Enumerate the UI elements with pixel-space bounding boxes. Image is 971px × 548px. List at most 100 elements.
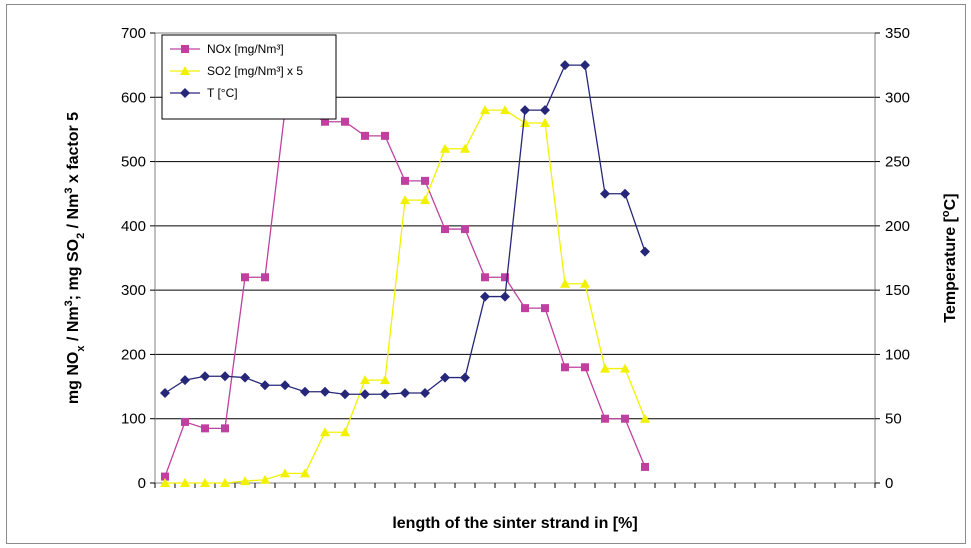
data-point — [460, 372, 470, 383]
data-point — [241, 273, 249, 282]
y-tick-label: 0 — [138, 475, 146, 492]
left-axis-ticks: 0 100 200 300 400 500 600 700 — [121, 25, 155, 492]
data-point — [621, 414, 629, 423]
series-triangle — [160, 105, 650, 487]
series-line — [164, 109, 646, 477]
data-point — [441, 225, 449, 234]
legend-label: NOx [mg/Nm³] — [207, 42, 284, 56]
data-point — [160, 478, 170, 487]
data-point — [620, 363, 630, 373]
data-point — [240, 476, 250, 486]
y2-tick-label: 200 — [885, 218, 910, 235]
legend-label: SO2 [mg/Nm³] x 5 — [207, 64, 303, 78]
data-point — [480, 291, 490, 302]
data-point — [340, 389, 350, 400]
data-point — [300, 468, 310, 478]
grid — [155, 96, 875, 420]
data-point — [180, 478, 190, 487]
data-point — [340, 427, 350, 437]
legend: NOx [mg/Nm³] SO2 [mg/Nm³] x 5 T [°C] — [161, 34, 337, 120]
y-tick-label: 600 — [121, 89, 146, 106]
data-point — [420, 388, 430, 398]
data-point — [400, 388, 410, 398]
data-point — [200, 371, 210, 382]
data-point — [200, 478, 210, 487]
data-point — [401, 176, 409, 185]
data-point — [280, 380, 290, 391]
data-point — [420, 195, 430, 205]
data-point — [641, 462, 649, 471]
series-line — [165, 109, 646, 484]
data-point — [201, 424, 209, 433]
y-tick-label: 700 — [121, 25, 146, 42]
data-point — [181, 417, 189, 426]
y2-tick-label: 350 — [885, 25, 910, 42]
data-point — [261, 273, 269, 282]
y2-axis-label: Temperature [oC] — [940, 193, 959, 322]
data-point — [260, 474, 270, 484]
data-point — [481, 273, 489, 282]
data-point — [400, 195, 410, 205]
data-point — [560, 60, 570, 71]
data-point — [220, 371, 230, 382]
legend-marker — [181, 45, 189, 53]
data-point — [361, 131, 369, 140]
data-point — [380, 389, 390, 400]
y-axis-label: mg NOx / Nm3; mg SO2 / Nm3 x factor 5 — [63, 112, 87, 404]
data-point — [500, 105, 510, 115]
data-point — [360, 389, 370, 400]
data-point — [240, 372, 250, 383]
legend-marker — [180, 88, 190, 98]
data-point — [440, 143, 450, 153]
data-point — [421, 176, 429, 185]
data-point — [460, 143, 470, 153]
data-point — [561, 363, 569, 372]
legend-label: T [°C] — [207, 86, 238, 100]
data-point — [520, 105, 530, 116]
data-point — [221, 424, 229, 433]
series-diamond — [160, 60, 650, 400]
data-point — [160, 388, 170, 398]
data-point — [600, 188, 610, 199]
data-point — [320, 427, 330, 437]
y-tick-label: 200 — [121, 346, 146, 363]
data-point — [640, 246, 650, 257]
data-point — [521, 304, 529, 313]
data-point — [581, 363, 589, 372]
data-point — [601, 414, 609, 423]
y2-tick-label: 150 — [885, 282, 910, 299]
data-point — [440, 372, 450, 383]
y2-tick-label: 100 — [885, 346, 910, 363]
legend-marker — [180, 66, 190, 75]
x-axis-label: length of the sinter strand in [%] — [392, 515, 637, 532]
data-point — [320, 386, 330, 397]
data-point — [540, 105, 550, 116]
data-point — [541, 304, 549, 313]
y-tick-label: 300 — [121, 282, 146, 299]
data-point — [620, 188, 630, 199]
data-point — [640, 413, 650, 423]
data-point — [580, 60, 590, 71]
right-axis-ticks: 0 50 100 150 200 250 300 350 — [875, 25, 910, 492]
y2-tick-label: 50 — [885, 411, 902, 428]
data-point — [480, 105, 490, 115]
data-point — [600, 363, 610, 373]
y2-tick-label: 0 — [885, 475, 893, 492]
y2-tick-label: 300 — [885, 89, 910, 106]
data-point — [321, 117, 329, 126]
data-point — [180, 375, 190, 386]
series-layer — [160, 60, 650, 487]
y-tick-label: 400 — [121, 218, 146, 235]
data-point — [260, 380, 270, 391]
data-point — [300, 386, 310, 397]
data-point — [540, 118, 550, 127]
data-point — [381, 131, 389, 140]
data-point — [161, 472, 169, 481]
data-point — [341, 117, 349, 126]
series-square — [161, 106, 649, 481]
data-point — [380, 375, 390, 385]
y-tick-label: 500 — [121, 154, 146, 171]
y2-tick-label: 250 — [885, 154, 910, 171]
data-point — [501, 273, 509, 282]
